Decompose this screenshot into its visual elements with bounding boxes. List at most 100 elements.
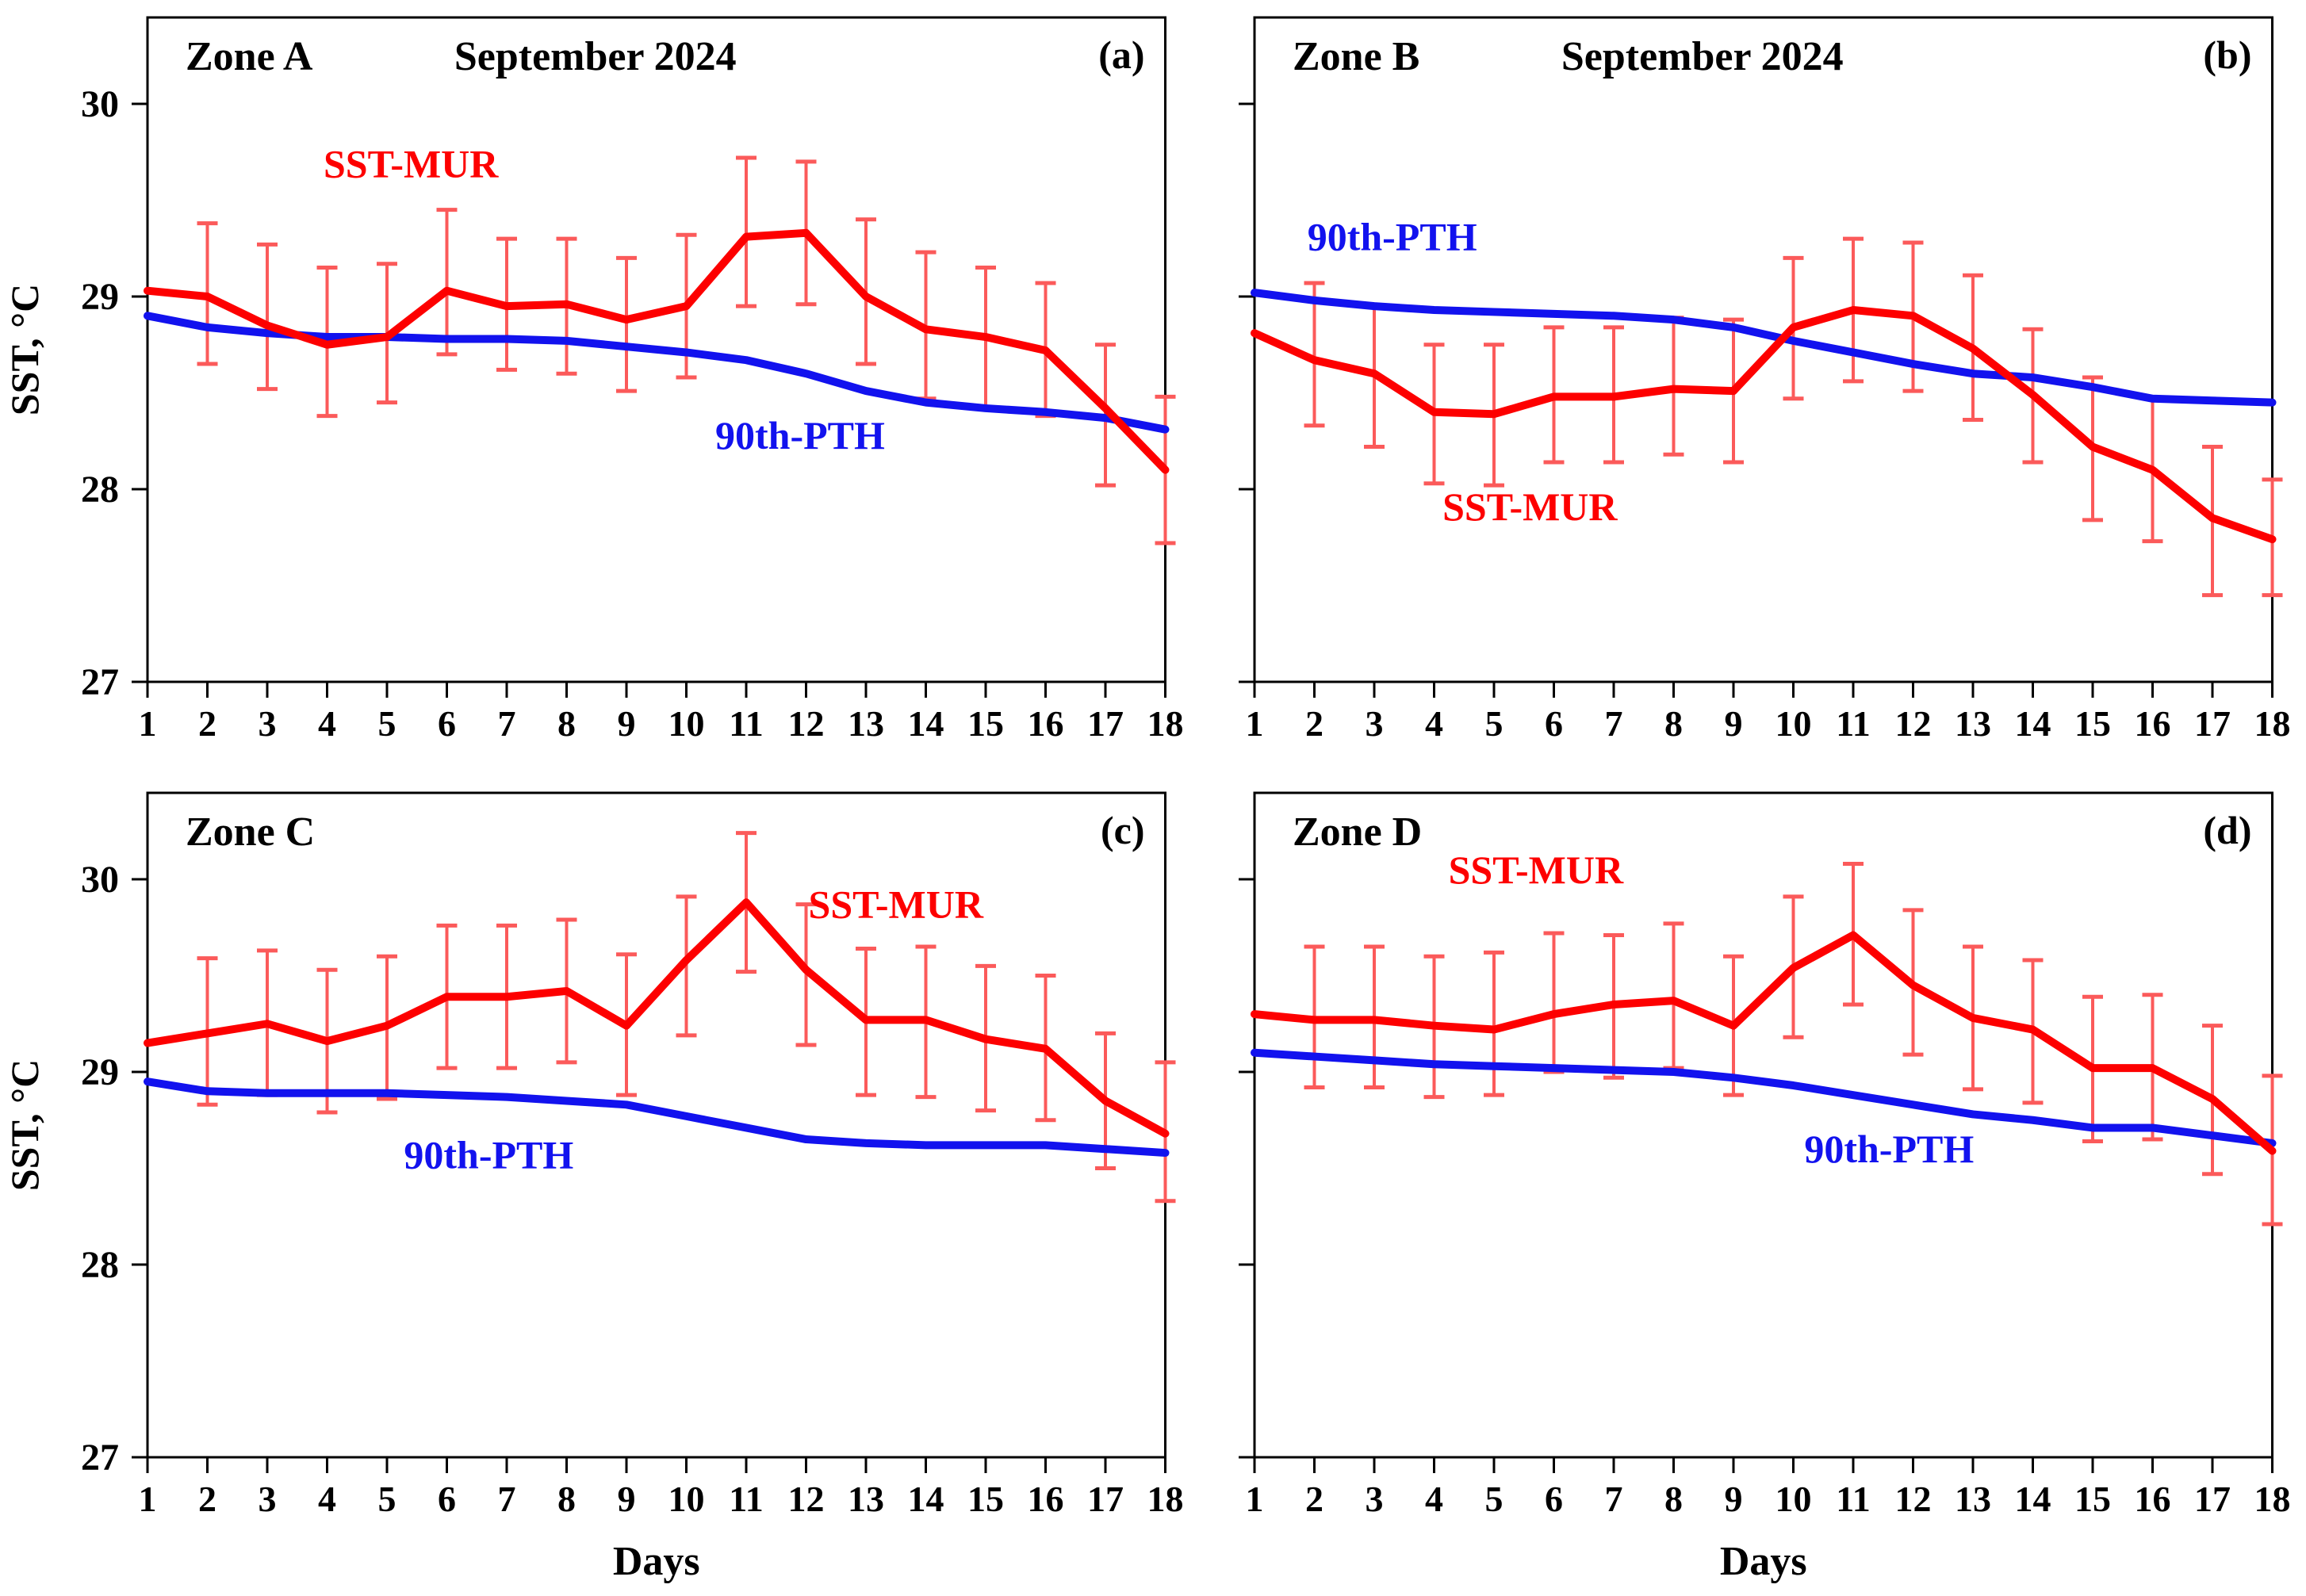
y-tick-label: 30 xyxy=(81,83,119,125)
x-tick-label: 5 xyxy=(378,1479,396,1519)
series-label-90th-pth: 90th-PTH xyxy=(404,1133,573,1177)
x-tick-label: 3 xyxy=(259,1479,277,1519)
x-tick-label: 15 xyxy=(967,1479,1004,1519)
x-tick-label: 5 xyxy=(378,703,396,744)
x-tick-label: 4 xyxy=(1425,703,1443,744)
x-tick-label: 7 xyxy=(498,1479,516,1519)
x-tick-label: 6 xyxy=(438,703,456,744)
x-tick-label: 18 xyxy=(1147,703,1184,744)
x-tick-label: 14 xyxy=(2015,1479,2051,1519)
x-axis-title: Days xyxy=(613,1539,700,1584)
x-tick-label: 2 xyxy=(198,1479,216,1519)
y-tick-label: 27 xyxy=(81,1437,119,1479)
y-axis-title: SST, °C xyxy=(2,1059,47,1191)
series-label-sst-mur: SST-MUR xyxy=(324,141,499,186)
x-tick-label: 3 xyxy=(259,703,277,744)
pth-line xyxy=(144,1077,1170,1158)
x-tick-label: 2 xyxy=(1305,703,1323,744)
x-tick-label: 17 xyxy=(1087,1479,1124,1519)
x-tick-label: 2 xyxy=(198,703,216,744)
y-tick-label: 27 xyxy=(81,661,119,703)
x-tick-label: 9 xyxy=(618,703,636,744)
sst-mur-line xyxy=(1251,931,2277,1155)
plot-frame xyxy=(146,16,1166,683)
y-axis-title: SST, °C xyxy=(2,284,47,415)
x-tick-label: 14 xyxy=(2015,703,2051,744)
x-tick-label: 4 xyxy=(1425,1479,1443,1519)
month-label: September 2024 xyxy=(454,34,737,79)
x-tick-label: 13 xyxy=(848,1479,884,1519)
zone-label: Zone C xyxy=(186,809,315,855)
panel-letter: (c) xyxy=(1101,808,1145,852)
x-tick-label: 7 xyxy=(498,703,516,744)
x-tick-label: 9 xyxy=(1725,1479,1743,1519)
plot-frame xyxy=(146,791,1166,1459)
x-tick-label: 2 xyxy=(1305,1479,1323,1519)
x-tick-label: 8 xyxy=(557,1479,576,1519)
x-tick-label: 16 xyxy=(2135,703,2171,744)
x-tick-label: 18 xyxy=(2254,1479,2291,1519)
x-tick-label: 16 xyxy=(1028,703,1064,744)
x-tick-label: 11 xyxy=(1836,1479,1870,1519)
x-axis-title: Days xyxy=(1720,1539,1807,1584)
plot-frame xyxy=(1253,16,2273,683)
x-tick-label: 3 xyxy=(1366,703,1384,744)
x-tick-label: 15 xyxy=(2074,1479,2111,1519)
x-tick-label: 17 xyxy=(2194,703,2231,744)
x-tick-label: 4 xyxy=(318,1479,336,1519)
y-tick-label: 30 xyxy=(81,859,119,901)
x-tick-label: 7 xyxy=(1605,703,1623,744)
series-label-90th-pth: 90th-PTH xyxy=(1308,215,1477,259)
x-tick-label: 8 xyxy=(557,703,576,744)
series-label-sst-mur: SST-MUR xyxy=(1449,848,1624,892)
x-tick-label: 11 xyxy=(729,703,763,744)
panel-letter: (b) xyxy=(2203,33,2251,77)
x-tick-label: 12 xyxy=(788,703,825,744)
x-tick-label: 18 xyxy=(1147,1479,1184,1519)
x-tick-label: 4 xyxy=(318,703,336,744)
x-tick-label: 5 xyxy=(1485,703,1503,744)
y-tick-label: 28 xyxy=(81,1244,119,1286)
x-tick-label: 6 xyxy=(438,1479,456,1519)
pth-line xyxy=(144,312,1170,434)
series-label-sst-mur: SST-MUR xyxy=(809,882,984,927)
pth-line xyxy=(1251,289,2277,407)
x-tick-label: 13 xyxy=(848,703,884,744)
x-tick-label: 18 xyxy=(2254,703,2291,744)
pth-line xyxy=(1251,1048,2277,1147)
x-tick-label: 11 xyxy=(729,1479,763,1519)
x-tick-label: 8 xyxy=(1664,1479,1683,1519)
sst-mur-line xyxy=(1251,306,2277,544)
panel-letter: (a) xyxy=(1098,33,1144,77)
x-tick-label: 7 xyxy=(1605,1479,1623,1519)
y-tick-label: 29 xyxy=(81,276,119,318)
x-tick-label: 15 xyxy=(967,703,1004,744)
x-tick-label: 1 xyxy=(139,1479,157,1519)
x-tick-label: 6 xyxy=(1545,703,1563,744)
sst-mur-line xyxy=(144,898,1170,1138)
x-tick-label: 3 xyxy=(1366,1479,1384,1519)
zone-label: Zone D xyxy=(1293,809,1422,855)
x-tick-label: 16 xyxy=(1028,1479,1064,1519)
x-tick-label: 1 xyxy=(1246,1479,1264,1519)
x-tick-label: 9 xyxy=(618,1479,636,1519)
x-tick-label: 10 xyxy=(1775,1479,1812,1519)
panel-letter: (d) xyxy=(2203,808,2251,852)
y-tick-label: 28 xyxy=(81,469,119,511)
x-tick-label: 17 xyxy=(1087,703,1124,744)
x-tick-label: 1 xyxy=(1246,703,1264,744)
series-label-90th-pth: 90th-PTH xyxy=(1804,1127,1974,1171)
panel-d: 1 2 3 4 5 6 7 8 9 10 11 12 13 14 15 16 17 18SST-MUR90th-P… xyxy=(1239,791,2291,1584)
panel-b: 1 2 3 4 5 6 7 8 9 10 11 12 13 14 15 16 17 1890th-PTHSST-M… xyxy=(1239,16,2291,744)
x-tick-label: 17 xyxy=(2194,1479,2231,1519)
x-tick-label: 10 xyxy=(1775,703,1812,744)
x-tick-label: 1 xyxy=(139,703,157,744)
x-tick-label: 11 xyxy=(1836,703,1870,744)
x-tick-label: 12 xyxy=(788,1479,825,1519)
sst-mur-line xyxy=(144,228,1170,474)
x-tick-label: 5 xyxy=(1485,1479,1503,1519)
